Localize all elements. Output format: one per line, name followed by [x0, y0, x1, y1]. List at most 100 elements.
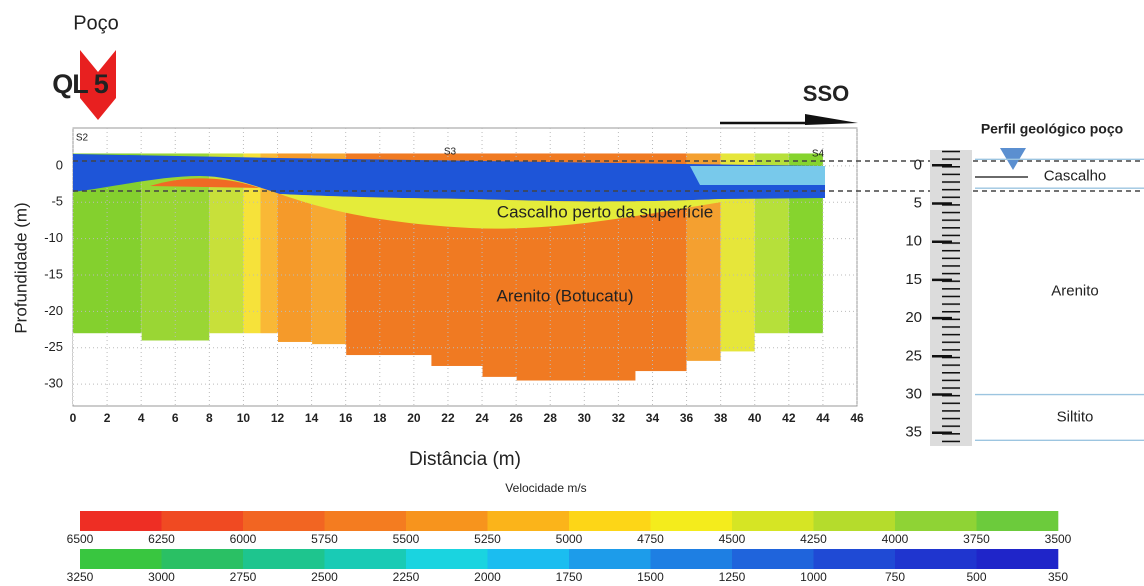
colorbar-segment [162, 511, 244, 531]
y-tick-label: -30 [44, 376, 63, 391]
y-tick-label: 0 [56, 157, 63, 172]
y-tick-label: -15 [44, 266, 63, 281]
coverage-limit [209, 333, 278, 405]
colorbar-label: 4750 [637, 532, 664, 546]
station-label: S3 [444, 147, 457, 158]
x-tick-label: 0 [70, 411, 77, 425]
colorbar-segment [80, 511, 162, 531]
colorbar-segment [895, 549, 977, 569]
x-tick-label: 22 [441, 411, 455, 425]
colorbar-segment [732, 549, 814, 569]
colorbar-label: 2750 [230, 570, 257, 584]
x-tick-label: 14 [305, 411, 319, 425]
colorbar-label: 3750 [963, 532, 990, 546]
coverage-limit [482, 377, 517, 405]
x-tick-label: 4 [138, 411, 145, 425]
station-label: S2 [76, 133, 89, 144]
coverage-limit [721, 351, 756, 405]
colorbar-label: 5500 [393, 532, 420, 546]
coverage-limit [635, 371, 687, 405]
layer-label: Arenito [1051, 282, 1099, 299]
annotation: Cascalho perto da superfície [497, 202, 713, 221]
direction-arrow [805, 114, 858, 125]
x-tick-label: 44 [816, 411, 830, 425]
coverage-limit [73, 333, 142, 405]
x-tick-label: 38 [714, 411, 728, 425]
y-axis-label: Profundidade (m) [11, 202, 30, 333]
colorbar-label: 5750 [311, 532, 338, 546]
colorbar-label: 6000 [230, 532, 257, 546]
colorbar-segment [406, 549, 488, 569]
colorbar-segment [162, 549, 244, 569]
colorbar-segment [569, 549, 651, 569]
y-tick-label: -20 [44, 303, 63, 318]
colorbar-segment [325, 511, 407, 531]
figure: Poço QL 5 SSO 02468101214161820222426283… [0, 0, 1144, 586]
x-tick-label: 2 [104, 411, 111, 425]
x-tick-label: 6 [172, 411, 179, 425]
colorbar-label: 1250 [719, 570, 746, 584]
x-tick-label: 26 [509, 411, 523, 425]
y-tick-label: -25 [44, 339, 63, 354]
colorbar-label: 3250 [67, 570, 94, 584]
colorbar-label: 4000 [882, 532, 909, 546]
y-tick-label: -10 [44, 230, 63, 245]
colorbar-segment [406, 511, 488, 531]
well-name: QL 5 [52, 69, 109, 99]
colorbar-label: 750 [885, 570, 905, 584]
colorbar-segment [243, 549, 325, 569]
colorbar-segment [325, 549, 407, 569]
x-tick-label: 24 [475, 411, 489, 425]
x-tick-label: 40 [748, 411, 762, 425]
x-tick-label: 36 [680, 411, 694, 425]
coverage-limit [278, 342, 313, 405]
layer-label: Cascalho [1044, 168, 1107, 185]
annotation: Arenito (Botucatu) [496, 286, 633, 305]
colorbar-label: 500 [966, 570, 986, 584]
colorbar-segment [651, 549, 733, 569]
colorbar-segment [814, 549, 896, 569]
colorbar-label: 5250 [474, 532, 501, 546]
log-tick-label: 20 [905, 309, 922, 326]
colorbar-segment [895, 511, 977, 531]
colorbar-segment [80, 549, 162, 569]
colorbar-segment [488, 511, 570, 531]
colorbar-segment [243, 511, 325, 531]
log-tick-label: 30 [905, 385, 922, 402]
log-title: Perfil geológico poço [981, 121, 1123, 137]
log-tick-label: 25 [905, 347, 922, 364]
colorbar-label: 2500 [311, 570, 338, 584]
colorbar-label: 1500 [637, 570, 664, 584]
log-tick-label: 5 [914, 194, 922, 211]
x-axis-label: Distância (m) [409, 449, 521, 470]
shallow-anomaly [690, 166, 825, 185]
layer-label: Siltito [1057, 408, 1094, 425]
colorbar-segment [569, 511, 651, 531]
colorbar-label: 6250 [148, 532, 175, 546]
y-tick-label: -5 [51, 194, 63, 209]
coverage-limit [312, 344, 347, 405]
colorbar-segment [732, 511, 814, 531]
colorbar-label: 1750 [556, 570, 583, 584]
x-tick-label: 32 [612, 411, 626, 425]
x-tick-label: 28 [544, 411, 558, 425]
colorbar-segment [977, 549, 1059, 569]
coverage-limit [687, 361, 722, 405]
x-tick-label: 8 [206, 411, 213, 425]
colorbar-label: 4250 [800, 532, 827, 546]
log-tick-label: 10 [905, 233, 922, 250]
colorbar-title: Velocidade m/s [505, 481, 586, 495]
x-tick-label: 20 [407, 411, 421, 425]
coverage-limit [431, 366, 483, 405]
x-tick-label: 10 [237, 411, 251, 425]
log-tick-label: 35 [905, 424, 922, 441]
x-tick-label: 12 [271, 411, 285, 425]
x-tick-label: 34 [646, 411, 660, 425]
log-tick-label: 0 [914, 156, 922, 173]
colorbar-label: 2250 [393, 570, 420, 584]
log-tick-label: 15 [905, 271, 922, 288]
x-tick-label: 30 [578, 411, 592, 425]
colorbar-label: 2000 [474, 570, 501, 584]
colorbar-label: 5000 [556, 532, 583, 546]
colorbar-segment [814, 511, 896, 531]
